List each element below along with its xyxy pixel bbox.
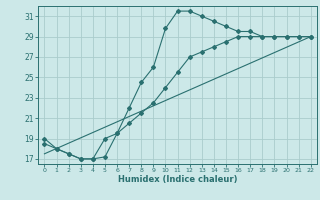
X-axis label: Humidex (Indice chaleur): Humidex (Indice chaleur) <box>118 175 237 184</box>
